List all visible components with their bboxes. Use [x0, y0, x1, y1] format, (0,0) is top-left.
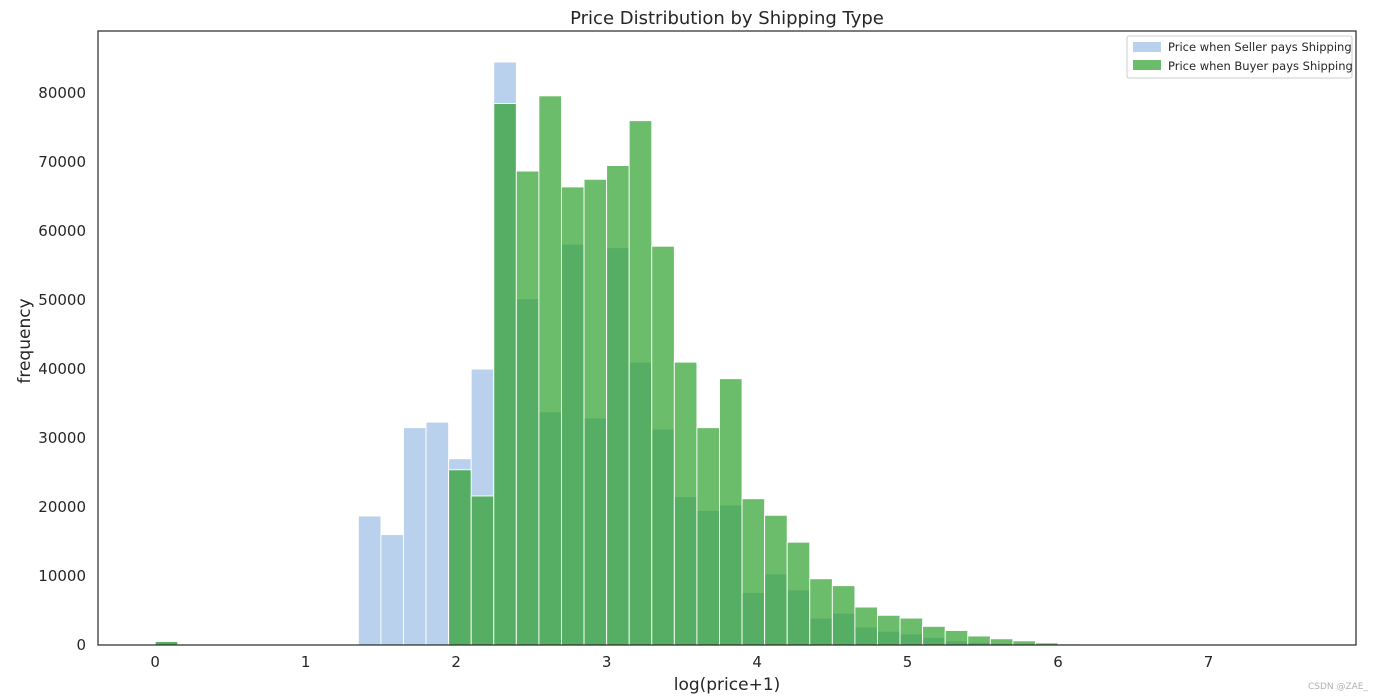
bar-buyer-27 — [764, 514, 788, 646]
x-tick-label: 0 — [150, 653, 160, 671]
buyer-shipping-bars — [154, 95, 1127, 646]
bar-buyer-24 — [696, 427, 720, 646]
bar-buyer-30 — [831, 585, 856, 646]
bar-buyer-17 — [538, 95, 562, 646]
x-tick-label: 3 — [602, 653, 612, 671]
y-axis-ticks: 0 10000 20000 30000 40000 50000 60000 70000 8000… — [38, 84, 86, 654]
bar-buyer-35 — [944, 630, 969, 646]
y-axis-label: frequency — [15, 298, 35, 383]
y-tick-label: 10000 — [38, 567, 86, 585]
legend-box — [1126, 35, 1353, 79]
bar-buyer-18 — [561, 186, 585, 646]
y-tick-label: 60000 — [38, 222, 86, 240]
bar-buyer-26 — [741, 498, 766, 646]
bar-buyer-15 — [493, 102, 517, 646]
bar-buyer-28 — [786, 541, 811, 646]
x-tick-label: 7 — [1204, 653, 1214, 671]
legend: Price when Seller pays Shipping Price wh… — [1126, 35, 1353, 79]
legend-label-buyer: Price when Buyer pays Shipping — [1168, 59, 1353, 73]
bar-buyer-36 — [967, 635, 991, 646]
bar-buyer-16 — [515, 170, 540, 646]
bar-buyer-22 — [651, 245, 675, 646]
x-tick-label: 1 — [301, 653, 311, 671]
bar-seller-12 — [425, 421, 450, 646]
y-tick-label: 70000 — [38, 153, 86, 171]
bar-buyer-38 — [1012, 640, 1036, 646]
x-tick-label: 6 — [1053, 653, 1063, 671]
bar-buyer-31 — [854, 606, 878, 646]
y-tick-label: 50000 — [38, 291, 86, 309]
legend-swatch-buyer — [1133, 60, 1161, 70]
x-tick-label: 4 — [752, 653, 762, 671]
y-tick-label: 80000 — [38, 84, 86, 102]
bar-buyer-33 — [899, 617, 924, 646]
bar-seller-10 — [380, 534, 404, 646]
legend-swatch-seller — [1133, 42, 1161, 52]
bar-buyer-21 — [628, 120, 653, 646]
y-tick-label: 20000 — [38, 498, 86, 516]
bar-buyer-25 — [719, 378, 743, 646]
x-axis-label: log(price+1) — [674, 675, 781, 695]
bar-buyer-23 — [673, 361, 698, 646]
bar-seller-11 — [403, 427, 427, 646]
chart-title: Price Distribution by Shipping Type — [570, 8, 884, 29]
bar-seller-9 — [357, 515, 382, 646]
bar-buyer-29 — [809, 578, 833, 646]
bar-buyer-19 — [583, 178, 608, 646]
plot-frame — [97, 30, 1357, 646]
bar-buyer-14 — [470, 495, 495, 646]
watermark: CSDN @ZAE_ — [1307, 682, 1368, 692]
bar-buyer-34 — [922, 625, 946, 646]
bar-buyer-32 — [877, 614, 901, 646]
bar-buyer-20 — [606, 165, 630, 646]
x-tick-label: 2 — [451, 653, 461, 671]
bar-buyer-37 — [989, 638, 1014, 646]
x-tick-label: 5 — [903, 653, 913, 671]
bar-buyer-13 — [448, 469, 472, 646]
legend-label-seller: Price when Seller pays Shipping — [1168, 40, 1352, 54]
y-tick-label: 40000 — [38, 360, 86, 378]
y-tick-label: 0 — [76, 636, 86, 654]
y-tick-label: 30000 — [38, 429, 86, 447]
x-axis-ticks: 0 1 2 3 4 5 6 7 — [150, 653, 1213, 671]
